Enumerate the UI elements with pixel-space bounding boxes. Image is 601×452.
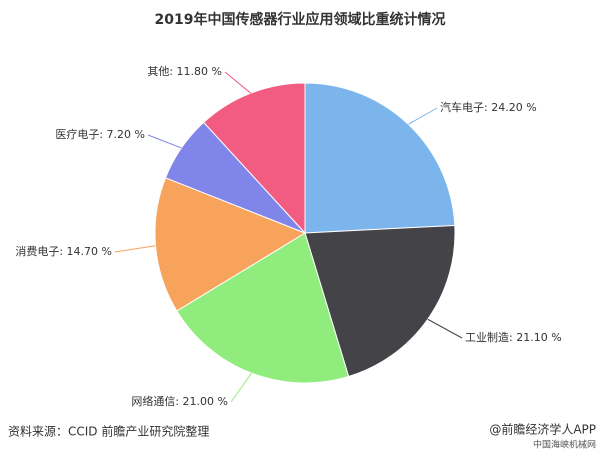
data-label: 医疗电子: 7.20 % [55, 127, 145, 141]
data-label: 消费电子: 14.70 % [15, 244, 112, 258]
pie: 汽车电子: 24.20 % 工业制造: 21.10 % 网络通信: 21.00 % 消… [15, 65, 561, 408]
pie-slice [304, 82, 456, 234]
data-label: 工业制造: 21.10 % [465, 330, 562, 344]
data-label: 汽车电子: 24.20 % [440, 100, 537, 114]
brand: @前瞻经济学人APP [489, 422, 596, 437]
leader-line [224, 71, 251, 94]
leader-line [147, 134, 182, 149]
leader-line [230, 372, 252, 403]
site: 中国海峡机械网 [533, 439, 596, 451]
chart-title: 2019年中国传感器行业应用领域比重统计情况 [155, 11, 446, 28]
source: 资料来源：CCID 前瞻产业研究院整理 [8, 424, 209, 439]
leader-line [408, 107, 438, 125]
leader-line [114, 245, 156, 253]
pie-slice [202, 82, 306, 235]
leader-line [427, 318, 463, 339]
data-label: 网络通信: 21.00 % [131, 394, 228, 408]
data-label: 其他: 11.80 % [147, 65, 222, 78]
